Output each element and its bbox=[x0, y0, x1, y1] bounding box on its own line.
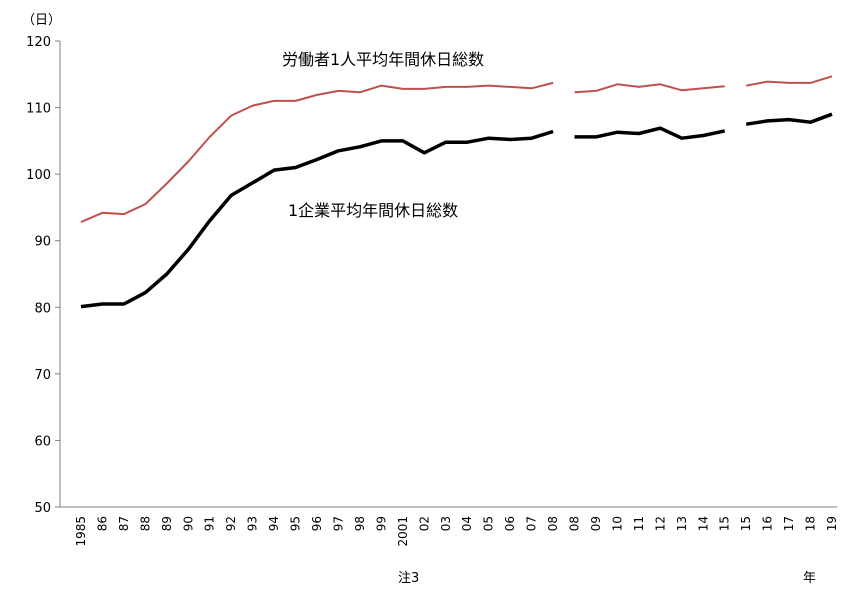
x-unit-label: 年 bbox=[803, 571, 816, 586]
y-unit-label: （日） bbox=[22, 13, 61, 28]
companies-series-line-segment-1 bbox=[80, 129, 554, 309]
x-tick-label: 1985 bbox=[74, 516, 88, 547]
y-tick-label: 110 bbox=[26, 102, 51, 117]
x-tick-label: 03 bbox=[439, 516, 453, 531]
workers-series-line-segment-3 bbox=[746, 75, 833, 87]
x-tick-label: 04 bbox=[460, 516, 474, 531]
y-tick-label: 120 bbox=[26, 35, 51, 50]
x-tick-label: 18 bbox=[804, 516, 818, 531]
x-tick-label: 99 bbox=[374, 516, 388, 531]
x-tick-label: 05 bbox=[482, 516, 496, 531]
x-tick-label: 17 bbox=[782, 516, 796, 531]
x-tick-label: 11 bbox=[632, 516, 646, 531]
x-tick-label: 13 bbox=[675, 516, 689, 531]
y-tick-label: 90 bbox=[34, 235, 51, 250]
x-tick-label: 08 bbox=[568, 516, 582, 531]
workers-series-line-segment-2 bbox=[574, 83, 725, 94]
series-label-companies: 1企業平均年間休日総数 bbox=[288, 201, 458, 220]
x-tick-label: 06 bbox=[503, 516, 517, 531]
x-tick-label: 86 bbox=[95, 516, 109, 531]
x-tick-label: 10 bbox=[610, 516, 624, 531]
x-tick-label: 2001 bbox=[396, 516, 410, 547]
x-tick-label: 92 bbox=[224, 516, 238, 531]
labels: （日） 労働者1人平均年間休日総数 1企業平均年間休日総数 注3 年 bbox=[22, 13, 816, 586]
companies-series-line-segment-2 bbox=[574, 126, 726, 140]
x-tick-label: 89 bbox=[160, 516, 174, 531]
x-tick-label: 93 bbox=[246, 516, 260, 531]
axes bbox=[59, 41, 837, 508]
x-tick-label: 08 bbox=[546, 516, 560, 531]
x-tick-label: 91 bbox=[203, 516, 217, 531]
series-label-workers: 労働者1人平均年間休日総数 bbox=[282, 50, 484, 69]
y-tick-label: 50 bbox=[34, 501, 51, 516]
x-tick-label: 15 bbox=[739, 516, 753, 531]
x-tick-label: 14 bbox=[696, 516, 710, 531]
x-tick-label: 19 bbox=[825, 516, 839, 531]
x-tick-label: 98 bbox=[353, 516, 367, 531]
x-tick-label: 16 bbox=[761, 516, 775, 531]
workers-series-line-segment-1 bbox=[80, 81, 554, 224]
x-tick-label: 87 bbox=[117, 516, 131, 531]
x-tick-label: 09 bbox=[589, 516, 603, 531]
y-tick-label: 100 bbox=[26, 168, 51, 183]
x-tick-label: 88 bbox=[138, 516, 152, 531]
ticks: 50 60 70 80 90 100 110 120 1985 86 87 88 89 90 91 92 93 9… bbox=[26, 35, 839, 547]
x-tick-label: 96 bbox=[310, 516, 324, 531]
y-tick-label: 80 bbox=[34, 301, 51, 316]
companies-series-line-segment-3 bbox=[745, 112, 833, 126]
x-tick-label: 95 bbox=[289, 516, 303, 531]
note-label: 注3 bbox=[398, 571, 419, 586]
x-tick-label: 97 bbox=[331, 516, 345, 531]
x-tick-label: 07 bbox=[525, 516, 539, 531]
y-tick-label: 60 bbox=[34, 434, 51, 449]
x-tick-label: 12 bbox=[653, 516, 667, 531]
x-tick-label: 02 bbox=[417, 516, 431, 531]
x-tick-label: 94 bbox=[267, 516, 281, 531]
x-tick-label: 90 bbox=[181, 516, 195, 531]
x-tick-label: 15 bbox=[718, 516, 732, 531]
series-lines bbox=[80, 75, 833, 309]
y-tick-label: 70 bbox=[34, 368, 51, 383]
